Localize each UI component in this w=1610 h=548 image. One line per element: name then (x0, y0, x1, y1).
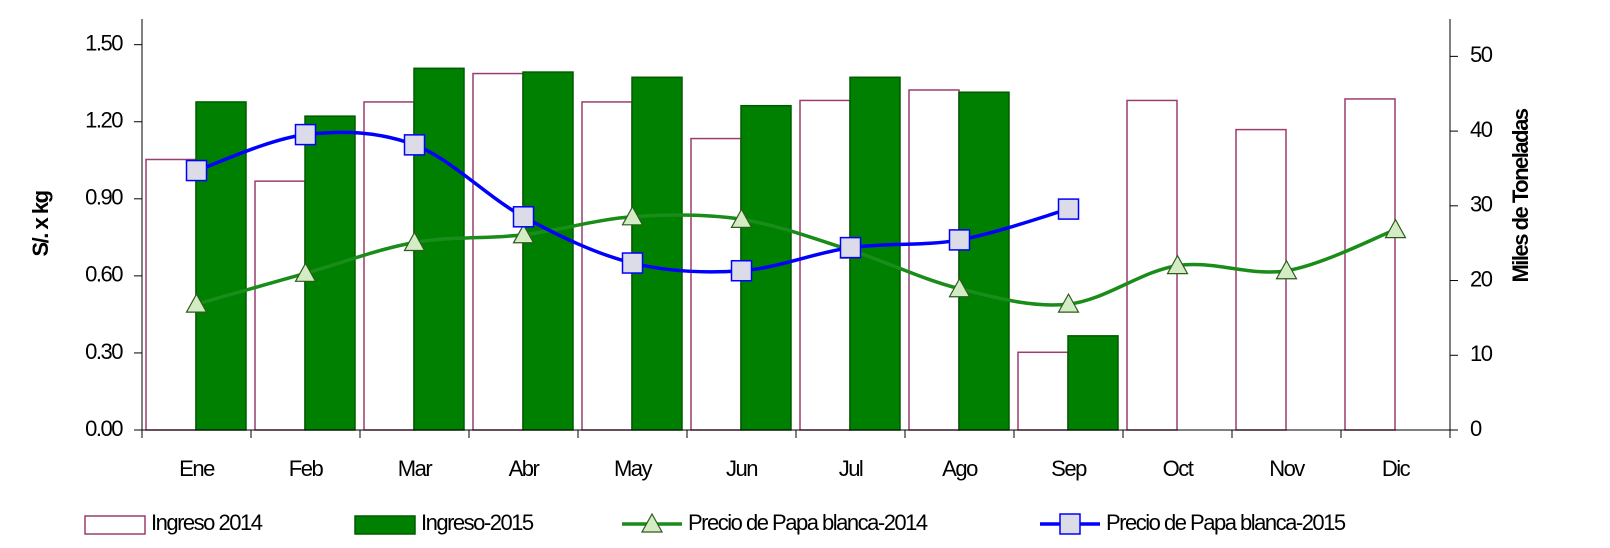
bar (958, 91, 1010, 431)
x-tick-label: Dic (1382, 456, 1411, 481)
legend-label: Ingreso 2014 (151, 510, 263, 535)
legend-label: Precio de Papa blanca-2014 (688, 510, 928, 535)
marker (403, 231, 426, 252)
bar (1126, 99, 1178, 431)
x-tick-label: Nov (1269, 456, 1305, 481)
y-tick-label: 0.00 (85, 416, 123, 441)
bar (1017, 351, 1069, 431)
bar (690, 137, 742, 431)
y-axis-label: S/. x kg (28, 191, 53, 256)
bar (254, 180, 306, 431)
marker (1166, 254, 1189, 275)
marker (621, 252, 644, 274)
bar (145, 158, 197, 431)
marker (1384, 218, 1407, 239)
marker (948, 277, 971, 298)
marker (1057, 292, 1080, 313)
bar (195, 101, 247, 431)
marker (512, 206, 535, 228)
y2-tick-label: 20 (1470, 266, 1493, 291)
bar (1235, 128, 1287, 431)
marker (1275, 259, 1298, 280)
legend-swatch (84, 515, 146, 535)
y-tick-label: 0.30 (85, 339, 123, 364)
x-tick-label: Abr (509, 456, 540, 481)
marker (621, 205, 644, 226)
line (196, 213, 1397, 307)
x-tick-label: Ene (179, 456, 215, 481)
bar (908, 89, 960, 431)
legend-swatch (354, 515, 416, 535)
y-tick-label: 1.20 (85, 108, 123, 133)
x-tick-label: May (614, 456, 653, 481)
y2-tick-label: 10 (1470, 341, 1493, 366)
y2-tick-label: 50 (1470, 42, 1493, 67)
y2-tick-label: 0 (1470, 416, 1482, 441)
marker (730, 259, 753, 282)
y-tick-label: 0.90 (85, 185, 123, 210)
x-tick-label: Jun (726, 456, 757, 481)
y2-tick-label: 40 (1470, 117, 1493, 142)
legend-label: Precio de Papa blanca-2015 (1106, 510, 1346, 535)
bar (472, 72, 524, 431)
x-tick-label: Sep (1051, 456, 1087, 481)
y-tick-label: 1.50 (85, 31, 123, 56)
marker (294, 123, 317, 146)
y-tick-label: 0.60 (85, 262, 123, 287)
x-tick-label: Oct (1163, 456, 1194, 481)
legend-label: Ingreso-2015 (421, 510, 534, 535)
marker (185, 159, 208, 182)
marker (294, 262, 317, 282)
marker (185, 292, 208, 313)
bar (799, 99, 851, 431)
bar (1067, 335, 1119, 431)
y2-tick-label: 30 (1470, 192, 1493, 217)
bar (1344, 98, 1396, 431)
bar (522, 71, 574, 431)
marker (948, 229, 971, 251)
marker (403, 134, 426, 156)
x-tick-label: Feb (289, 456, 324, 481)
marker (512, 223, 535, 244)
x-tick-label: Ago (942, 456, 978, 481)
marker (730, 208, 753, 228)
x-tick-label: Jul (839, 456, 863, 481)
marker (640, 512, 664, 533)
marker (1059, 513, 1081, 535)
marker (839, 236, 862, 259)
marker (1057, 198, 1080, 220)
x-tick-label: Mar (398, 456, 433, 481)
y2-axis-label: Miles de Toneladas (1508, 108, 1533, 282)
